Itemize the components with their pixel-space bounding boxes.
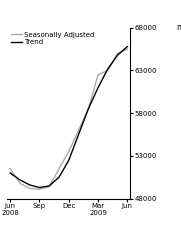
Seasonally Adjusted: [9, 167, 11, 170]
Seasonally Adjusted: [77, 129, 80, 132]
Seasonally Adjusted: [38, 188, 41, 191]
Seasonally Adjusted: [68, 150, 70, 153]
Trend: [117, 54, 119, 56]
Seasonally Adjusted: [19, 182, 21, 185]
Seasonally Adjusted: [48, 185, 50, 188]
Seasonally Adjusted: [87, 107, 89, 110]
Line: Trend: Trend: [10, 46, 127, 188]
Trend: [58, 176, 60, 179]
Seasonally Adjusted: [29, 187, 31, 190]
Trend: [87, 107, 89, 110]
Legend: Seasonally Adjusted, Trend: Seasonally Adjusted, Trend: [11, 31, 95, 46]
Seasonally Adjusted: [126, 48, 129, 50]
Trend: [19, 179, 21, 181]
Trend: [48, 184, 50, 187]
Trend: [29, 184, 31, 186]
Y-axis label: no.: no.: [176, 23, 181, 32]
Trend: [107, 67, 109, 70]
Trend: [77, 133, 80, 136]
Seasonally Adjusted: [58, 167, 60, 170]
Seasonally Adjusted: [117, 52, 119, 55]
Trend: [68, 159, 70, 161]
Trend: [97, 86, 99, 89]
Trend: [126, 45, 129, 48]
Trend: [9, 172, 11, 174]
Trend: [38, 186, 41, 189]
Seasonally Adjusted: [97, 73, 99, 76]
Line: Seasonally Adjusted: Seasonally Adjusted: [10, 49, 127, 189]
Seasonally Adjusted: [107, 69, 109, 72]
